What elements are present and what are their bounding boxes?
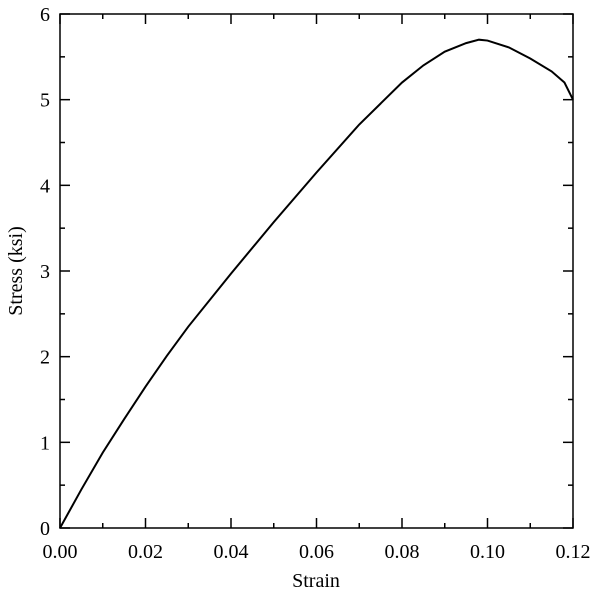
y-tick-label: 3 xyxy=(40,261,50,283)
y-tick-label: 4 xyxy=(40,175,50,197)
x-tick-label: 0.10 xyxy=(470,541,505,563)
x-tick-label: 0.02 xyxy=(128,541,163,563)
data-line xyxy=(59,38,574,529)
x-axis-label: Strain xyxy=(292,570,340,592)
y-tick-label: 1 xyxy=(40,432,50,454)
y-tick-label: 6 xyxy=(40,4,50,26)
plot-frame xyxy=(59,13,574,529)
y-tick-label: 5 xyxy=(40,90,50,112)
y-tick-label: 0 xyxy=(40,518,50,540)
x-tick-label: 0.06 xyxy=(299,541,334,563)
x-tick-label: 0.04 xyxy=(214,541,249,563)
y-axis-label: Stress (ksi) xyxy=(5,226,27,315)
y-tick-label: 2 xyxy=(40,347,50,369)
x-tick-label: 0.00 xyxy=(43,541,78,563)
x-tick-label: 0.08 xyxy=(385,541,420,563)
x-tick-label: 0.12 xyxy=(556,541,591,563)
